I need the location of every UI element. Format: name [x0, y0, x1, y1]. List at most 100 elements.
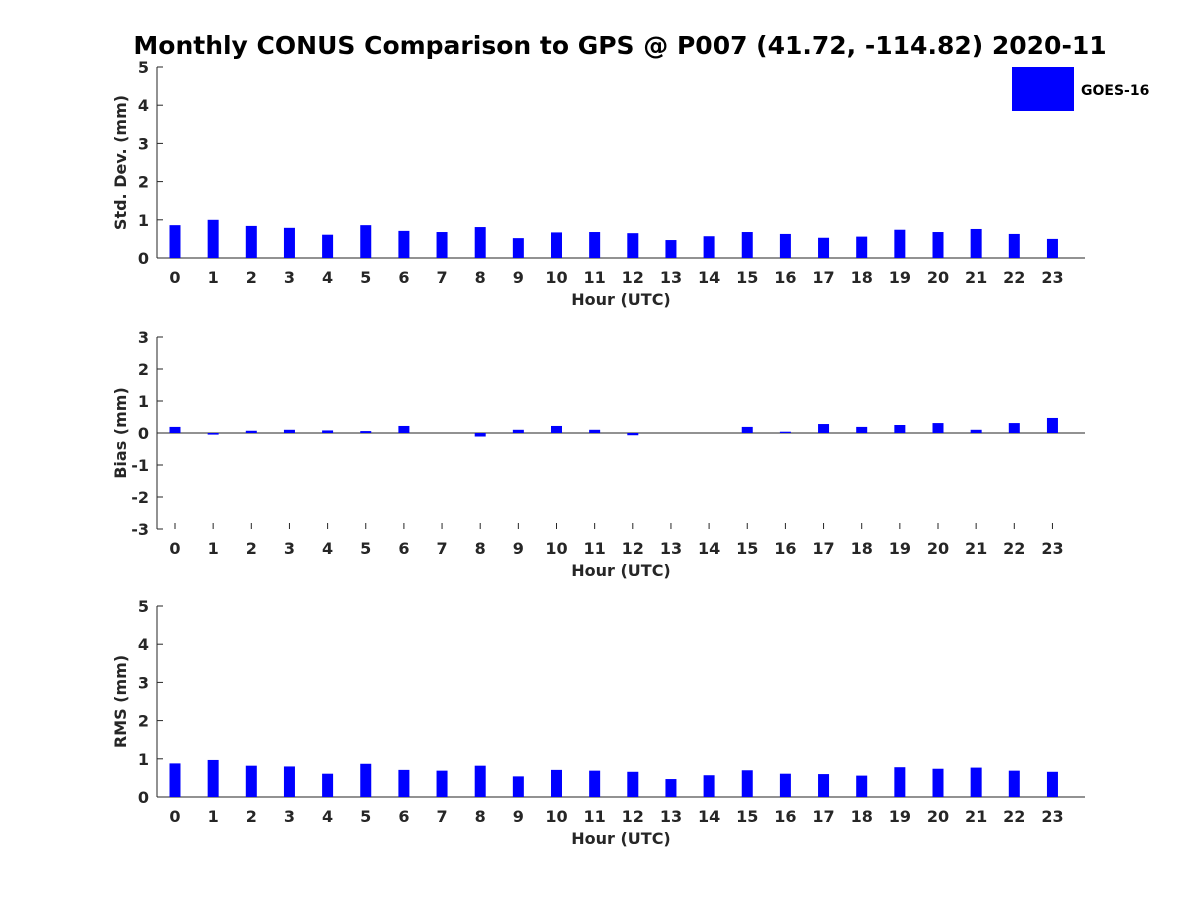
x-axis-label: Hour (UTC) [571, 561, 671, 580]
bar-15 [741, 232, 753, 258]
bar-5 [360, 763, 372, 797]
bar-19 [894, 425, 906, 433]
x-tick-label: 19 [889, 268, 911, 287]
bar-16 [779, 773, 791, 797]
x-tick-label: 11 [584, 268, 606, 287]
x-tick-label: 12 [622, 268, 644, 287]
bar-23 [1046, 417, 1058, 433]
x-tick-label: 15 [736, 807, 758, 826]
bar-8 [474, 765, 486, 797]
bar-15 [741, 770, 753, 797]
y-tick-label: 0 [138, 424, 149, 443]
bar-20 [932, 768, 944, 797]
x-tick-label: 4 [322, 539, 333, 558]
y-axis-label: RMS (mm) [111, 655, 130, 748]
y-tick-label: -3 [131, 520, 149, 539]
bar-20 [932, 423, 944, 433]
bar-3 [283, 227, 295, 258]
bar-3 [283, 766, 295, 797]
y-tick-label: 2 [138, 173, 149, 192]
bar-19 [894, 229, 906, 258]
bar-5 [360, 225, 372, 258]
x-tick-label: 18 [851, 268, 873, 287]
x-tick-label: 7 [436, 807, 447, 826]
bar-21 [970, 429, 982, 433]
bar-11 [589, 429, 601, 433]
y-tick-label: 4 [138, 635, 149, 654]
bar-4 [322, 234, 334, 258]
bar-20 [932, 232, 944, 258]
x-tick-label: 20 [927, 539, 949, 558]
bar-9 [512, 429, 524, 433]
bar-2 [245, 430, 257, 433]
x-tick-label: 8 [475, 807, 486, 826]
x-tick-label: 12 [622, 539, 644, 558]
bar-22 [1008, 233, 1020, 258]
x-tick-label: 13 [660, 268, 682, 287]
x-tick-label: 18 [851, 539, 873, 558]
x-tick-label: 1 [208, 268, 219, 287]
x-tick-label: 2 [246, 539, 257, 558]
bar-12 [627, 433, 639, 436]
x-tick-label: 20 [927, 807, 949, 826]
bar-3 [283, 429, 295, 433]
x-tick-label: 3 [284, 539, 295, 558]
chart-title: Monthly CONUS Comparison to GPS @ P007 (… [133, 31, 1106, 60]
y-tick-label: 5 [138, 58, 149, 77]
bar-1 [207, 219, 219, 258]
bar-5 [360, 431, 372, 433]
bar-6 [398, 425, 410, 433]
x-tick-label: 6 [398, 268, 409, 287]
bar-14 [703, 236, 715, 258]
x-tick-label: 14 [698, 268, 720, 287]
x-tick-label: 15 [736, 268, 758, 287]
x-tick-label: 10 [545, 268, 567, 287]
bar-17 [818, 774, 830, 797]
bar-23 [1046, 771, 1058, 797]
bar-7 [436, 232, 448, 258]
x-tick-label: 3 [284, 807, 295, 826]
bar-21 [970, 228, 982, 258]
x-tick-label: 1 [208, 807, 219, 826]
bar-12 [627, 233, 639, 258]
bar-10 [551, 232, 562, 258]
bar-8 [474, 433, 486, 437]
x-tick-label: 6 [398, 539, 409, 558]
x-tick-label: 23 [1041, 268, 1063, 287]
x-tick-label: 7 [436, 539, 447, 558]
x-tick-label: 17 [812, 539, 834, 558]
x-tick-label: 5 [360, 268, 371, 287]
y-tick-label: 5 [138, 597, 149, 616]
y-tick-label: 0 [138, 788, 149, 807]
x-tick-label: 7 [436, 268, 447, 287]
bar-4 [322, 773, 334, 797]
x-tick-label: 18 [851, 807, 873, 826]
bar-13 [665, 240, 677, 258]
y-tick-label: 2 [138, 712, 149, 731]
bar-19 [894, 767, 906, 797]
x-tick-label: 13 [660, 807, 682, 826]
x-tick-label: 11 [584, 539, 606, 558]
y-tick-label: -2 [131, 488, 149, 507]
x-tick-label: 17 [812, 268, 834, 287]
bar-10 [551, 425, 562, 433]
y-tick-label: -1 [131, 456, 149, 475]
bar-18 [856, 426, 868, 433]
x-tick-label: 20 [927, 268, 949, 287]
x-tick-label: 13 [660, 539, 682, 558]
bar-22 [1008, 770, 1020, 797]
bar-8 [474, 227, 486, 258]
bar-1 [207, 433, 219, 435]
bar-13 [665, 779, 677, 797]
x-tick-label: 0 [169, 807, 180, 826]
legend-swatch [1012, 67, 1074, 111]
bar-4 [322, 430, 334, 433]
x-tick-label: 16 [774, 807, 796, 826]
x-tick-label: 8 [475, 268, 486, 287]
x-tick-label: 9 [513, 539, 524, 558]
legend-label: GOES-16 [1081, 83, 1149, 99]
